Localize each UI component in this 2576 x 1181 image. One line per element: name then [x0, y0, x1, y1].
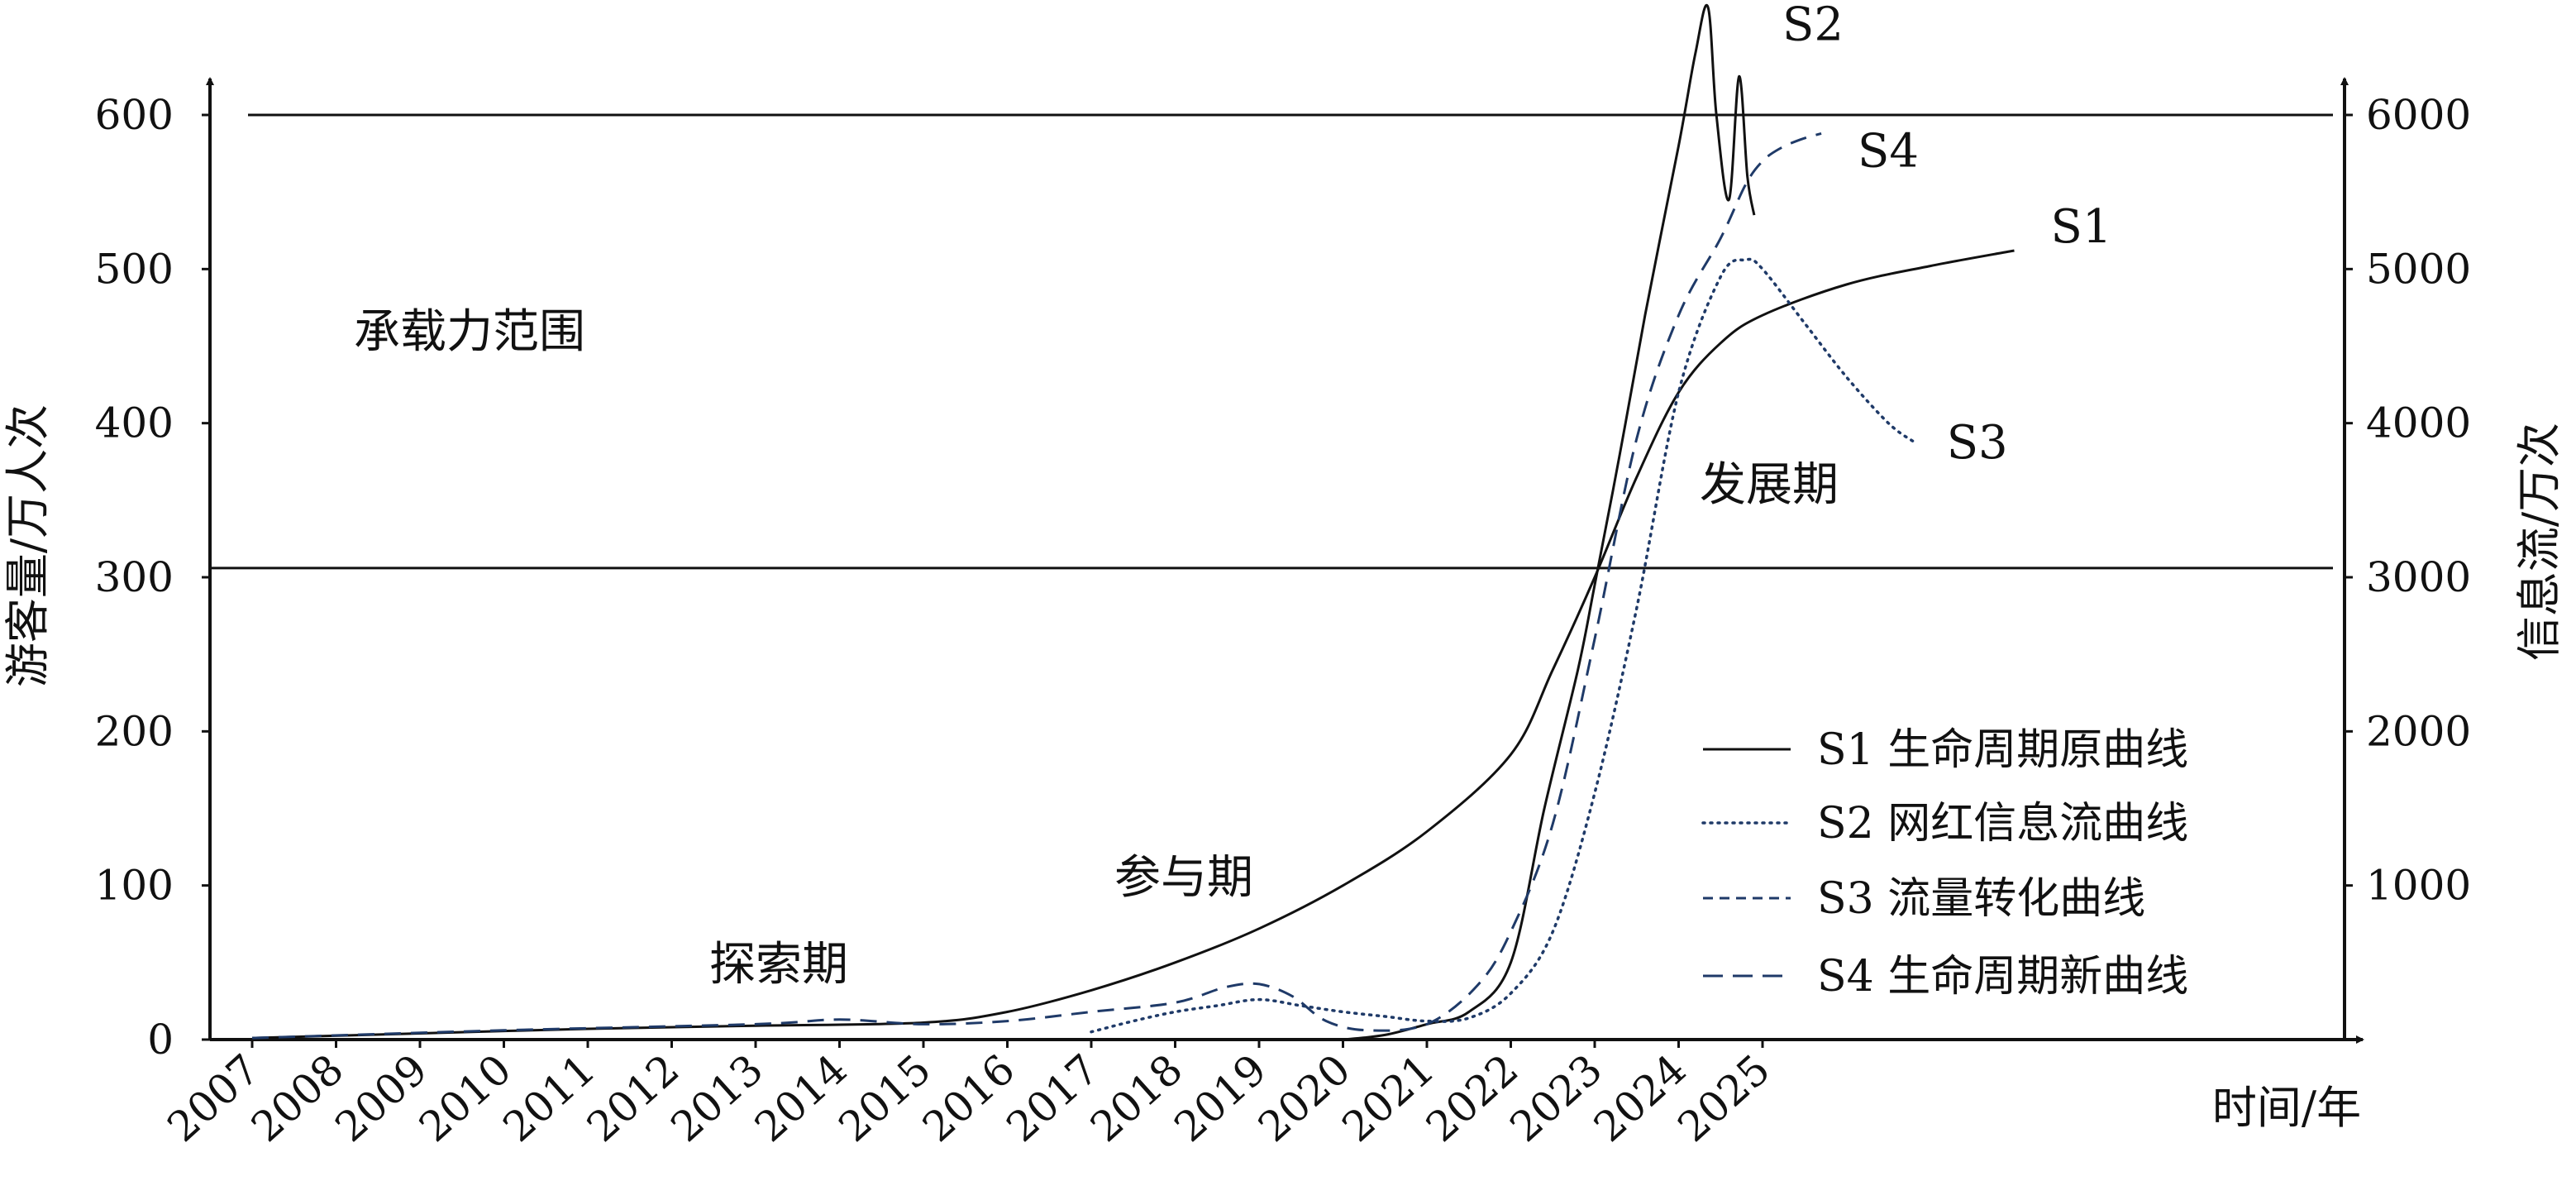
- y-left-tick-label: 0: [147, 1016, 174, 1064]
- x-tick-label: 2015: [830, 1045, 940, 1151]
- x-tick-label: 2019: [1166, 1045, 1276, 1151]
- legend-label-s4: S4 生命周期新曲线: [1817, 952, 2188, 1002]
- x-tick-label: 2016: [914, 1045, 1023, 1151]
- series-end-labels: S1 S2 S3 S4: [1782, 0, 2111, 470]
- legend-label-s3: S3 流量转化曲线: [1817, 874, 2145, 924]
- annotation-participate: 参与期: [1114, 851, 1253, 905]
- x-tick-label: 2014: [746, 1045, 856, 1151]
- series-line-s3: [1090, 257, 1915, 1034]
- y-right-tick-label: 1000: [2366, 862, 2471, 910]
- y-left-tick-label: 200: [95, 707, 174, 755]
- x-tick-label: 2008: [242, 1045, 352, 1151]
- x-tick-label: 2018: [1081, 1045, 1191, 1151]
- series-line-s4: [251, 131, 1822, 1040]
- x-tick-label: 2021: [1333, 1045, 1443, 1151]
- x-tick-label: 2022: [1417, 1045, 1527, 1151]
- y-right-tick-label: 2000: [2366, 707, 2471, 755]
- y-left-tick-label: 100: [95, 862, 174, 910]
- series-layer: [251, 3, 2015, 1041]
- x-tick-labels: 2007200820092010201120122013201420152016…: [159, 1045, 1779, 1151]
- series-end-label-s3: S3: [1947, 416, 2008, 470]
- left-tick-labels: 0 100 200 300 400 500 600: [95, 91, 174, 1064]
- annotation-develop: 发展期: [1700, 458, 1839, 512]
- y-left-tick-label: 400: [95, 399, 174, 447]
- y-right-tick-label: 5000: [2366, 245, 2471, 293]
- reference-lines: [210, 113, 2333, 570]
- annotation-explore: 探索期: [709, 938, 848, 992]
- series-line-s1: [251, 249, 2015, 1040]
- x-tick-label: 2012: [578, 1045, 688, 1151]
- series-end-label-s1: S1: [2051, 200, 2112, 254]
- series-line-s2: [1343, 3, 1756, 1041]
- x-tick-label: 2020: [1249, 1045, 1359, 1151]
- x-tick-label: 2013: [662, 1045, 772, 1151]
- series-end-label-s2: S2: [1782, 0, 1844, 52]
- y-left-tick-label: 600: [95, 91, 174, 139]
- x-axis-title: 时间/年: [2212, 1082, 2361, 1134]
- legend: S1 生命周期原曲线 S2 网红信息流曲线 S3 流量转化曲线 S4 生命周期新…: [1701, 725, 2188, 1002]
- x-tick-label: 2010: [410, 1045, 520, 1151]
- y-axis-left-title: 游客量/万人次: [2, 404, 54, 687]
- legend-label-s1: S1 生命周期原曲线: [1817, 725, 2188, 775]
- y-right-tick-label: 6000: [2366, 91, 2471, 139]
- x-tick-label: 2007: [159, 1045, 269, 1151]
- x-tick-label: 2017: [998, 1045, 1108, 1151]
- x-tick-label: 2024: [1585, 1045, 1695, 1151]
- legend-label-s2: S2 网红信息流曲线: [1817, 799, 2188, 849]
- y-left-tick-label: 300: [95, 553, 174, 601]
- x-tick-label: 2023: [1501, 1045, 1611, 1151]
- y-right-tick-label: 4000: [2366, 399, 2471, 447]
- x-tick-label: 2011: [494, 1045, 604, 1151]
- tick-marks: [202, 113, 2353, 1048]
- y-axis-right-title: 信息流/万次: [2513, 423, 2565, 661]
- x-tick-label: 2025: [1669, 1045, 1779, 1151]
- y-right-tick-label: 3000: [2366, 553, 2471, 601]
- annotation-capacity: 承载力范围: [354, 305, 585, 359]
- series-end-label-s4: S4: [1858, 124, 1919, 178]
- y-left-tick-label: 500: [95, 245, 174, 293]
- right-tick-labels: 1000 2000 3000 4000 5000 6000: [2366, 91, 2471, 910]
- x-tick-label: 2009: [327, 1045, 436, 1151]
